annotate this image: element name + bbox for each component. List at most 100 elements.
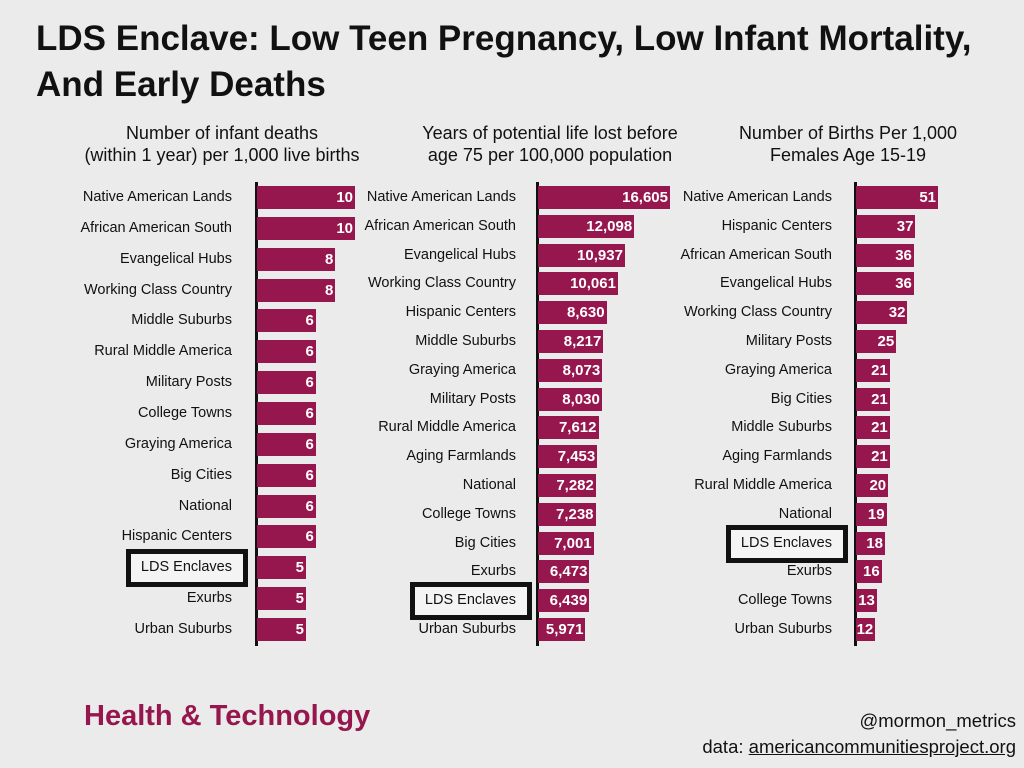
bar-label: Big Cities (454, 534, 516, 551)
bar-label: Graying America (124, 435, 232, 452)
bar-label: College Towns (737, 592, 832, 609)
bar: 16,605 (538, 186, 670, 209)
bar: 7,001 (538, 531, 594, 555)
bar: 5 (257, 587, 306, 611)
highlight-box (726, 524, 848, 563)
chart-1-axis (255, 182, 258, 646)
bar: 8,217 (538, 330, 604, 353)
bar: 36 (856, 243, 914, 267)
bar-value-label: 20 (869, 477, 887, 494)
bar-label: Middle Suburbs (731, 419, 832, 436)
bar-value-label: 6,473 (549, 563, 588, 581)
bar-value-label: 12 (856, 621, 874, 638)
bar-value-label: 16 (863, 563, 880, 581)
bar: 16 (856, 560, 882, 584)
bar-label: National (178, 497, 232, 514)
chart-title-line: Females Age 15-19 (769, 145, 927, 165)
bar-label: Urban Suburbs (418, 621, 516, 637)
bar-value-label: 10 (336, 189, 353, 206)
bar-value-label: 6 (305, 466, 314, 484)
bar: 5 (257, 556, 306, 580)
bar: 6 (257, 494, 316, 518)
bar-label: African American South (80, 219, 232, 236)
bar-value-label: 21 (871, 390, 888, 408)
bar: 6 (257, 525, 316, 549)
bar-value-label: 12,098 (586, 217, 633, 235)
bar: 10,061 (538, 272, 618, 296)
bar-value-label: 21 (871, 448, 888, 466)
bar-value-label: 32 (888, 304, 906, 322)
bar: 8,030 (538, 387, 602, 411)
chart-2-title: Years of potential life lost before age 7… (380, 122, 720, 166)
bar-label: Hispanic Centers (405, 304, 516, 321)
bar-value-label: 21 (871, 419, 888, 437)
bar-label: Aging Farmlands (722, 448, 832, 465)
bar-label: LDS Enclaves (140, 559, 232, 576)
bar-value-label: 36 (895, 246, 912, 264)
twitter-handle: @mormon_metrics (859, 710, 1016, 731)
bar: 6,439 (538, 589, 590, 613)
bar-value-label: 13 (858, 592, 875, 610)
bar-label: Middle Suburbs (415, 333, 516, 349)
bar-label: African American South (364, 217, 516, 234)
bar: 7,238 (538, 502, 596, 526)
bar-value-label: 7,453 (557, 448, 596, 466)
bar-label: Graying America (724, 361, 832, 378)
bar-label: College Towns (421, 505, 516, 522)
bar-value-label: 8,073 (562, 361, 601, 379)
source-link[interactable]: americancommunitiesproject.org (748, 736, 1016, 757)
bar: 5,971 (538, 618, 586, 641)
bar: 7,453 (538, 445, 598, 469)
bar-label: Rural Middle America (94, 343, 232, 360)
bar-value-label: 5 (295, 620, 304, 638)
bar-label: Hispanic Centers (721, 217, 832, 234)
bar: 6 (257, 309, 316, 333)
bar-value-label: 5 (295, 590, 304, 608)
bar-label: Native American Lands (682, 189, 832, 205)
bar: 6 (257, 340, 316, 364)
bar-label: Hispanic Centers (121, 528, 232, 545)
bar: 8,073 (538, 358, 603, 382)
credits: @mormon_metrics data: americancommunitie… (702, 708, 1016, 760)
bar-value-label: 18 (866, 534, 883, 552)
bar-value-label: 10 (336, 219, 353, 237)
bar: 6,473 (538, 560, 590, 584)
bar: 8 (257, 278, 336, 302)
bar-value-label: 7,238 (555, 505, 594, 523)
bar: 21 (856, 416, 890, 440)
bar-value-label: 7,612 (558, 419, 597, 437)
bar-value-label: 7,282 (556, 477, 594, 494)
bar-value-label: 10,061 (570, 275, 616, 293)
bar-label: Evangelical Hubs (719, 275, 832, 292)
bar: 19 (856, 502, 887, 526)
bar: 8,630 (538, 301, 607, 325)
bar-label: National (778, 505, 832, 522)
bar-value-label: 6 (305, 528, 314, 546)
bar-value-label: 36 (895, 275, 912, 293)
bar-label: Urban Suburbs (734, 621, 832, 637)
bar: 20 (856, 474, 889, 497)
bar: 12 (856, 618, 876, 641)
bar-value-label: 7,001 (554, 534, 592, 552)
bar: 7,282 (538, 474, 596, 497)
bar-value-label: 8 (325, 281, 334, 299)
bar-value-label: 5 (295, 559, 304, 577)
bar: 21 (856, 358, 890, 382)
bar: 32 (856, 301, 908, 325)
bar-label: Big Cities (770, 390, 832, 407)
bar-label: Rural Middle America (694, 477, 832, 493)
bar-label: Rural Middle America (378, 419, 516, 436)
bar: 25 (856, 330, 897, 353)
bar-value-label: 6 (305, 435, 314, 453)
chart-title-line: Number of infant deaths (125, 123, 319, 143)
bar: 6 (257, 463, 316, 487)
bar-label: Exurbs (470, 563, 516, 580)
bar-value-label: 51 (919, 189, 936, 206)
bar-label: Graying America (408, 361, 516, 378)
bar-label: Native American Lands (366, 189, 516, 205)
bar: 37 (856, 214, 916, 238)
bar-value-label: 8,630 (567, 304, 605, 322)
bar-value-label: 8,217 (563, 333, 602, 350)
bar-value-label: 19 (867, 505, 885, 523)
bar-value-label: 6,439 (549, 592, 588, 610)
